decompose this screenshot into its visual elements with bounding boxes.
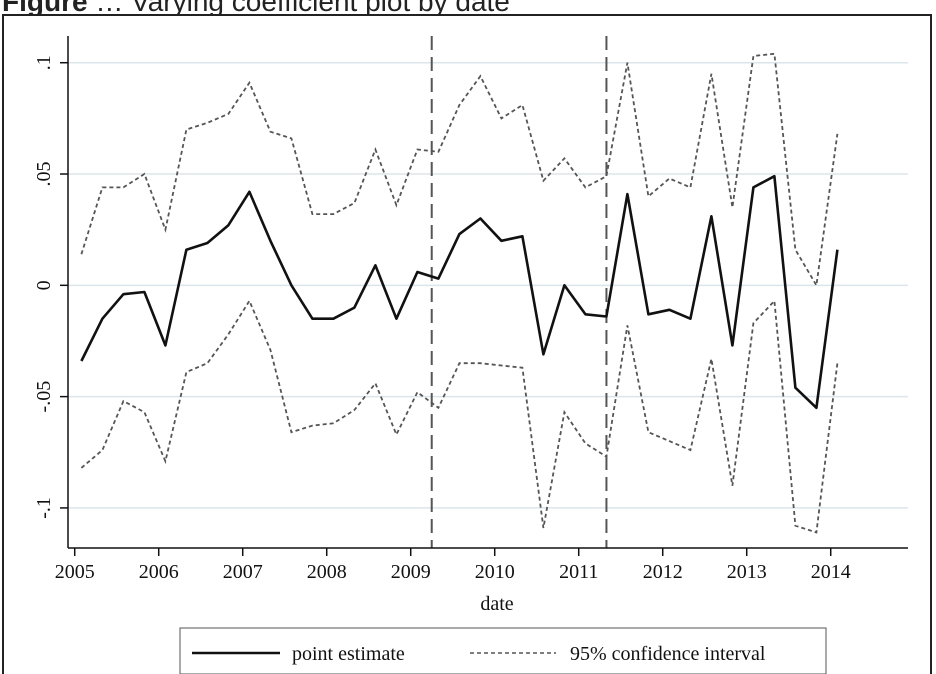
series-point-estimate (80, 174, 839, 410)
x-tick-label-4: 2009 (391, 561, 431, 583)
legend-box (179, 627, 827, 674)
y-tick-label-4: .1 (33, 55, 55, 70)
legend: point estimate 95% confidence interval (179, 627, 827, 674)
figure-caption-label: Figure (2, 0, 88, 17)
x-axis-title: date (480, 593, 513, 615)
plot-area (68, 36, 908, 548)
figure-caption-text: … Varying coefficient plot by date (95, 0, 510, 17)
x-tick-label-8: 2013 (727, 561, 767, 583)
x-tick-label-0: 2005 (55, 561, 95, 583)
x-tick-label-3: 2008 (307, 561, 347, 583)
x-tick-label-7: 2012 (643, 561, 683, 583)
reference-lines (430, 36, 608, 548)
y-tick-label-1: -.05 (33, 381, 55, 413)
grid-lines (68, 61, 908, 509)
x-tick-label-2: 2007 (223, 561, 263, 583)
legend-label-confidence-interval: 95% confidence interval (570, 643, 766, 665)
ticks: -.1 -.05 0 .05 .1 2005 2006 2007 2008 2009 2010 201… (33, 55, 851, 583)
series-ci-upper (80, 52, 839, 288)
x-tick-label-1: 2006 (139, 561, 179, 583)
series-ci-lower (80, 298, 839, 534)
y-tick-label-3: .05 (33, 162, 55, 187)
series-layer (80, 52, 839, 534)
x-tick-label-6: 2011 (559, 561, 598, 583)
y-tick-label-0: -.1 (33, 497, 55, 519)
x-tick-label-5: 2010 (475, 561, 515, 583)
x-tick-label-9: 2014 (811, 561, 851, 583)
y-tick-label-2: 0 (33, 280, 55, 290)
legend-label-point-estimate: point estimate (292, 643, 405, 665)
figure-caption: Figure … Varying coefficient plot by dat… (2, 0, 510, 18)
axes (67, 36, 908, 549)
